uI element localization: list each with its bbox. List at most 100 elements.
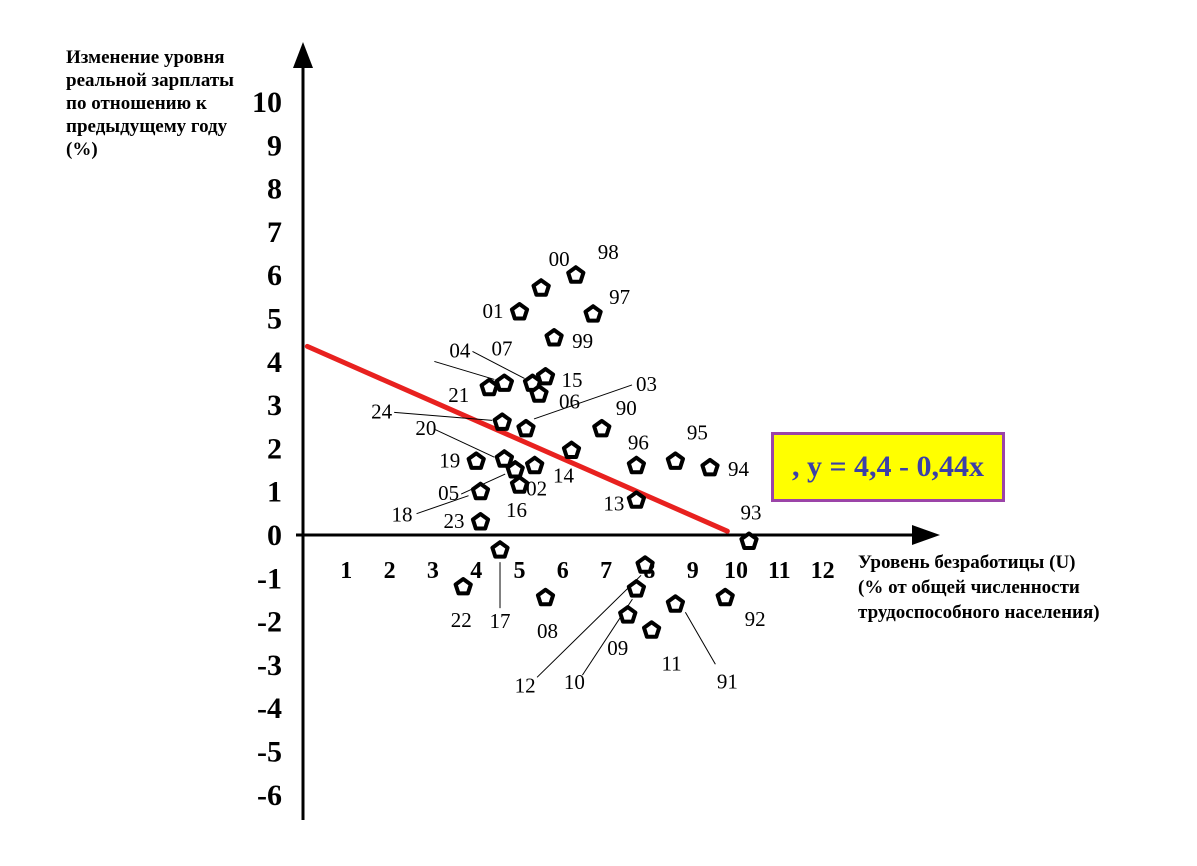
point-label: 10	[564, 670, 585, 694]
point-label: 00	[549, 247, 570, 271]
label-leader-line	[416, 495, 469, 515]
label-leader-line	[434, 360, 495, 380]
scatter-point	[525, 455, 545, 475]
x-tick-label: 6	[557, 558, 569, 584]
point-label: 90	[616, 396, 637, 420]
x-tick-label: 11	[768, 558, 791, 584]
scatter-point	[626, 579, 646, 598]
scatter-point	[583, 304, 603, 323]
point-label: 16	[506, 498, 527, 522]
y-tick-label: 1	[267, 476, 282, 509]
scatter-point	[535, 367, 556, 386]
scatter-point	[715, 587, 735, 607]
point-label: 02	[526, 477, 547, 501]
point-label: 91	[717, 669, 738, 693]
point-label: 92	[745, 607, 766, 631]
x-tick-label: 12	[811, 558, 835, 584]
y-tick-label: -1	[257, 562, 282, 595]
scatter-point	[470, 512, 491, 531]
scatter-point	[642, 620, 662, 639]
point-label: 99	[572, 329, 593, 353]
y-tick-label: 3	[267, 389, 282, 422]
y-tick-label: 7	[267, 216, 282, 249]
point-label: 14	[553, 464, 575, 488]
scatter-point	[509, 302, 530, 321]
point-label: 95	[687, 420, 708, 444]
y-tick-label: 10	[252, 86, 282, 119]
point-label: 09	[607, 636, 628, 660]
point-label: 01	[483, 299, 504, 323]
y-tick-label: -4	[257, 692, 282, 725]
x-tick-label: 1	[340, 558, 352, 584]
y-tick-label: 8	[267, 173, 282, 206]
scatter-point	[531, 278, 551, 297]
label-leader-line	[472, 351, 525, 379]
label-leader-line	[394, 411, 493, 421]
scatter-point	[618, 605, 638, 624]
y-tick-label: 4	[267, 346, 282, 379]
scatter-point	[626, 490, 646, 509]
x-tick-label: 3	[427, 558, 439, 584]
label-leader-line	[536, 574, 642, 678]
scatter-point	[470, 481, 491, 501]
scatter-point	[739, 531, 759, 550]
scatter-point	[566, 265, 586, 284]
regression-equation: , y = 4,4 - 0,44x	[791, 450, 985, 483]
point-label: 08	[537, 619, 558, 643]
x-axis-title-line-1: Уровень безработицы (U)	[858, 552, 1076, 573]
scatter-point	[505, 460, 525, 479]
y-tick-label: 6	[267, 259, 282, 292]
x-axis-arrow	[912, 525, 940, 545]
label-leader-line	[684, 612, 716, 665]
point-label: 97	[609, 285, 630, 309]
y-tick-label: -5	[257, 736, 282, 769]
label-leader-line	[533, 384, 633, 420]
x-axis-title: Уровень безработицы (U) (% от общей числ…	[858, 550, 1188, 625]
x-tick-label: 9	[687, 558, 699, 584]
point-label: 96	[628, 431, 649, 455]
x-tick-label: 10	[724, 558, 748, 584]
scatter-point	[665, 594, 685, 613]
y-tick-label: 9	[267, 129, 282, 162]
y-tick-label: 5	[267, 303, 282, 336]
x-tick-label: 5	[514, 558, 526, 584]
point-label: 11	[661, 651, 681, 675]
scatter-point	[592, 418, 612, 438]
scatter-point	[535, 587, 556, 607]
point-label: 17	[490, 609, 511, 633]
scatter-point	[626, 455, 646, 475]
y-tick-label: -3	[257, 649, 282, 682]
scatter-point	[509, 475, 530, 494]
point-label: 13	[603, 491, 624, 515]
scatter-point	[479, 377, 499, 397]
x-tick-labels: 123456789101112	[340, 558, 834, 584]
y-tick-label: 0	[267, 519, 282, 552]
y-tick-label: -2	[257, 606, 282, 639]
point-label: 07	[491, 336, 512, 360]
scatter-point	[635, 555, 655, 574]
regression-equation-box: , y = 4,4 - 0,44x	[771, 432, 1005, 502]
scatter-point	[492, 412, 512, 431]
scatter-point	[494, 373, 514, 392]
scatter-point	[529, 384, 549, 403]
point-label: 04	[449, 338, 471, 362]
trend-line	[304, 343, 730, 534]
x-tick-label: 7	[600, 558, 612, 584]
point-label: 06	[559, 389, 580, 413]
point-label: 19	[439, 448, 460, 472]
point-label: 98	[598, 240, 619, 264]
scatter-point	[490, 540, 510, 559]
point-label: 24	[371, 399, 393, 423]
scatter-point	[561, 440, 582, 459]
point-label: 05	[438, 481, 459, 505]
point-label: 15	[561, 368, 582, 392]
x-tick-label: 4	[470, 558, 482, 584]
scatter-point	[516, 418, 536, 438]
y-axis-title: Изменение уровня реальной зарплаты по от…	[66, 47, 235, 160]
point-label: 23	[444, 509, 465, 533]
point-label: 12	[515, 673, 536, 697]
point-label: 22	[451, 608, 472, 632]
